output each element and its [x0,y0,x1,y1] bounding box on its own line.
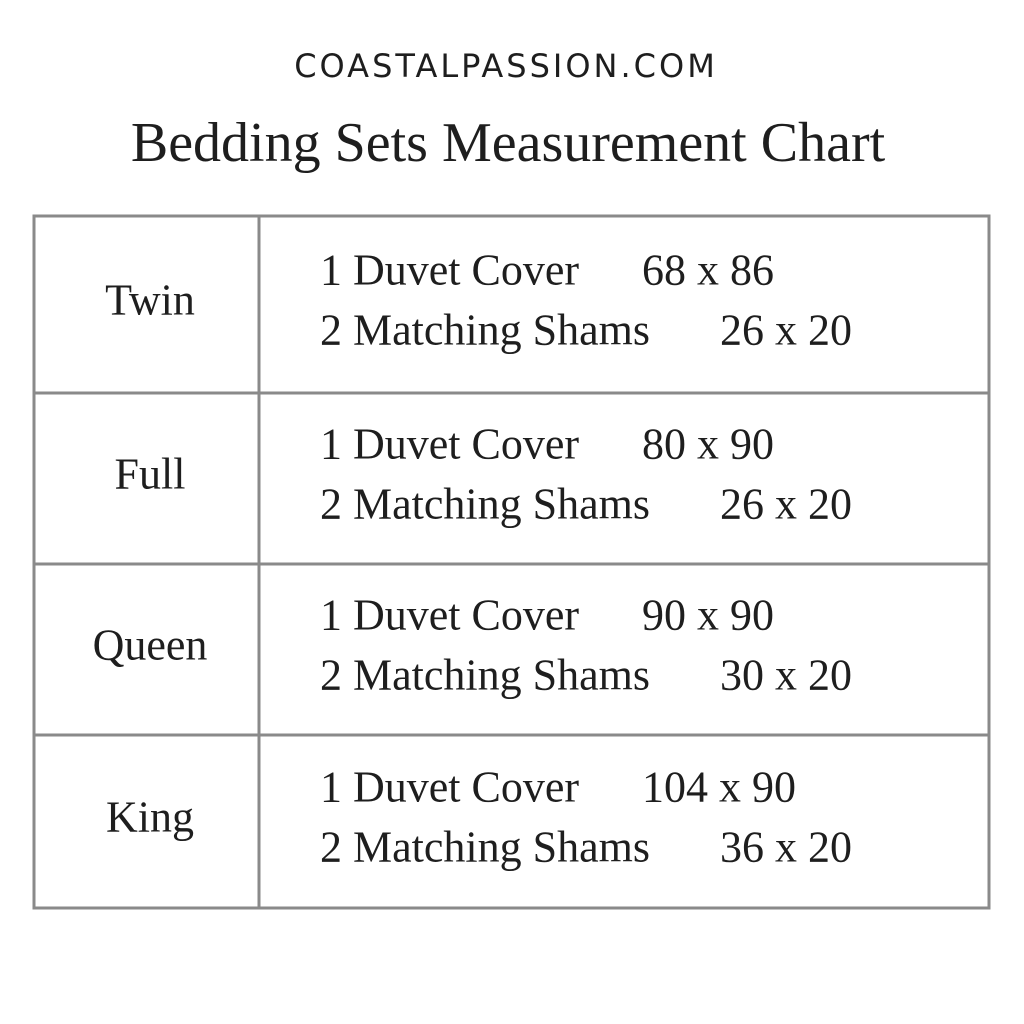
item-dims: 30 x 20 [720,651,852,700]
site-name: COASTALPASSION.COM [294,47,718,85]
item-dims: 26 x 20 [720,480,852,529]
title: Bedding Sets Measurement Chart [131,112,886,174]
item-label: 2 Matching Shams [320,480,650,529]
item-label: 1 Duvet Cover [320,420,579,469]
item-dims: 80 x 90 [642,420,774,469]
item-dims: 90 x 90 [642,591,774,640]
item-label: 1 Duvet Cover [320,246,579,295]
item-dims: 104 x 90 [642,763,796,812]
item-label: 1 Duvet Cover [320,591,579,640]
item-dims: 36 x 20 [720,823,852,872]
size-label: Twin [105,276,195,325]
item-label: 2 Matching Shams [320,306,650,355]
item-label: 1 Duvet Cover [320,763,579,812]
table-border [32,214,991,910]
size-label: King [106,793,194,842]
size-label: Full [115,450,186,499]
item-label: 2 Matching Shams [320,823,650,872]
item-dims: 26 x 20 [720,306,852,355]
item-dims: 68 x 86 [642,246,774,295]
size-label: Queen [93,621,208,670]
item-label: 2 Matching Shams [320,651,650,700]
